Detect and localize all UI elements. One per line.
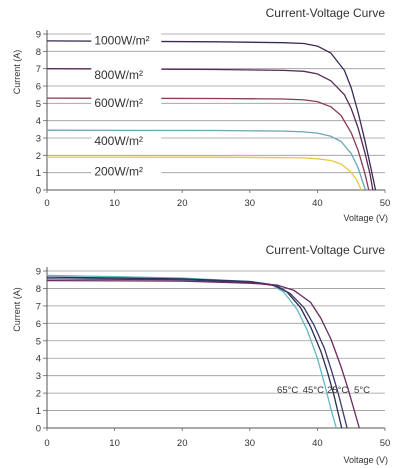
series-label-bg — [91, 95, 162, 110]
series-line — [46, 97, 370, 191]
y-tick-label: 1 — [36, 168, 41, 179]
y-axis-label: Current (A) — [12, 50, 22, 95]
y-tick-label: 7 — [36, 64, 41, 75]
series-line — [46, 278, 348, 429]
series-line — [46, 276, 343, 429]
series-label: 200W/m² — [94, 164, 143, 178]
series-label-bg — [91, 164, 162, 179]
y-tick-label: 2 — [36, 389, 41, 400]
y-tick-label: 5 — [36, 99, 41, 110]
y-tick-label: 5 — [36, 336, 41, 347]
series-line — [46, 279, 360, 429]
series-label-bg — [91, 133, 162, 148]
y-tick-label: 9 — [36, 30, 41, 41]
x-axis-label: Voltage (V) — [343, 213, 388, 223]
series-label: 800W/m² — [94, 68, 143, 82]
y-tick-label: 4 — [36, 116, 41, 127]
chart-2: Current-Voltage Curve 0 1 2 3 4 5 6 7 8 9 0 10 20 30 40… — [12, 243, 390, 465]
x-tick-label: 30 — [245, 198, 256, 209]
series-label-bg — [91, 33, 162, 48]
x-tick-label: 30 — [245, 438, 256, 449]
series-label: 600W/m² — [94, 96, 143, 110]
y-tick-label: 2 — [36, 151, 41, 162]
x-tick-label: 20 — [177, 198, 188, 209]
series-label: 5°C — [354, 385, 370, 396]
series-line — [46, 40, 377, 191]
series-label: 400W/m² — [94, 134, 143, 148]
x-tick-label: 10 — [109, 198, 120, 209]
series-line — [46, 129, 367, 191]
series-line — [46, 156, 362, 191]
x-tick-label: 0 — [44, 438, 49, 449]
x-tick-label: 0 — [44, 198, 49, 209]
x-tick-label: 50 — [380, 198, 391, 209]
series-label: 1000W/m² — [94, 33, 149, 47]
y-tick-label: 8 — [36, 284, 41, 295]
x-axis-label: Voltage (V) — [343, 455, 388, 465]
x-tick-label: 50 — [380, 438, 391, 449]
y-tick-label: 3 — [36, 371, 41, 382]
y-tick-label: 7 — [36, 301, 41, 312]
series-label: 65°C — [277, 385, 298, 396]
y-tick-label: 4 — [36, 354, 41, 365]
x-tick-label: 40 — [312, 438, 323, 449]
series-label: 25°C — [327, 385, 348, 396]
y-tick-label: 3 — [36, 134, 41, 145]
y-axis-label: Current (A) — [12, 287, 22, 332]
chart-1: Current-Voltage Curve 0 1 2 3 4 5 6 7 8 9 0 10 20 30 40… — [12, 6, 390, 223]
x-tick-label: 40 — [312, 198, 323, 209]
chart-title: Current-Voltage Curve — [266, 243, 386, 257]
y-tick-label: 0 — [36, 186, 41, 197]
y-tick-label: 9 — [36, 267, 41, 278]
y-tick-label: 6 — [36, 82, 41, 93]
x-tick-label: 20 — [177, 438, 188, 449]
x-tick-label: 10 — [109, 438, 120, 449]
series-line — [46, 68, 374, 191]
series-label-bg — [91, 68, 162, 83]
chart-title: Current-Voltage Curve — [266, 6, 386, 20]
y-tick-label: 1 — [36, 406, 41, 417]
y-tick-label: 0 — [36, 424, 41, 435]
y-tick-label: 6 — [36, 319, 41, 330]
y-tick-label: 8 — [36, 47, 41, 58]
series-label: 45°C — [303, 385, 324, 396]
